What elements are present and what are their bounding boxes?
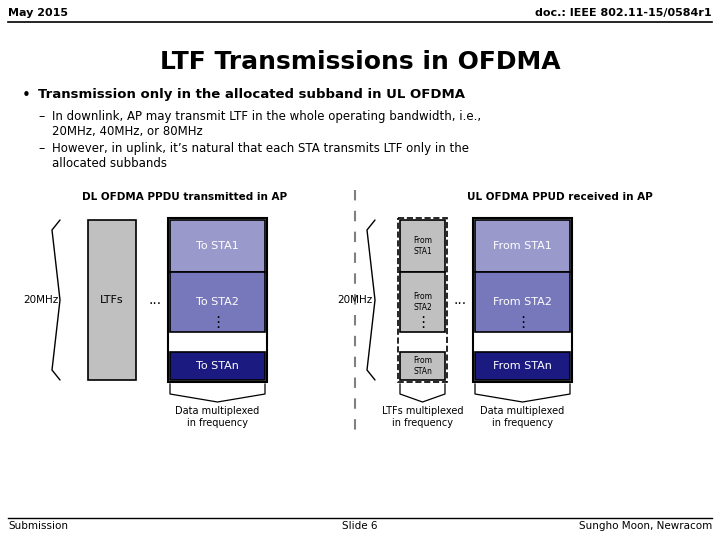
Text: Slide 6: Slide 6 [342,521,378,531]
Text: ⋮: ⋮ [210,314,225,329]
Text: To STA2: To STA2 [196,297,239,307]
Text: ⋮: ⋮ [415,314,430,329]
Text: doc.: IEEE 802.11-15/0584r1: doc.: IEEE 802.11-15/0584r1 [536,8,712,18]
Text: From STA2: From STA2 [493,297,552,307]
Bar [168,218,267,382]
Text: DL OFDMA PPDU transmitted in AP: DL OFDMA PPDU transmitted in AP [82,192,287,202]
Bar [400,352,445,380]
Text: Submission: Submission [8,521,68,531]
Text: 20MHz: 20MHz [338,295,373,305]
Bar [475,220,570,272]
Text: From
STA2: From STA2 [413,292,432,312]
Text: 20MHz: 20MHz [23,295,58,305]
Bar [475,352,570,380]
Text: Data multiplexed
in frequency: Data multiplexed in frequency [176,406,260,428]
Text: From
STA1: From STA1 [413,237,432,256]
Text: ...: ... [454,293,467,307]
Text: –: – [38,142,44,155]
Text: LTF Transmissions in OFDMA: LTF Transmissions in OFDMA [160,50,560,74]
Text: In downlink, AP may transmit LTF in the whole operating bandwidth, i.e.,
20MHz, : In downlink, AP may transmit LTF in the … [52,110,481,138]
Text: From
STAn: From STAn [413,356,432,376]
Text: Data multiplexed
in frequency: Data multiplexed in frequency [480,406,564,428]
Bar [473,218,572,382]
Bar [400,272,445,332]
Text: To STA1: To STA1 [196,241,239,251]
Text: From STA1: From STA1 [493,241,552,251]
Text: To STAn: To STAn [196,361,239,371]
Bar [475,272,570,332]
Bar [170,352,265,380]
Text: LTFs multiplexed
in frequency: LTFs multiplexed in frequency [382,406,463,428]
Bar [170,220,265,272]
Text: Transmission only in the allocated subband in UL OFDMA: Transmission only in the allocated subba… [38,88,465,101]
Text: However, in uplink, it’s natural that each STA transmits LTF only in the
allocat: However, in uplink, it’s natural that ea… [52,142,469,170]
Bar [88,220,136,380]
Bar [400,220,445,272]
Bar [398,218,447,382]
Text: –: – [38,110,44,123]
Text: May 2015: May 2015 [8,8,68,18]
Text: Sungho Moon, Newracom: Sungho Moon, Newracom [579,521,712,531]
Text: ...: ... [148,293,161,307]
Text: ⋮: ⋮ [515,314,530,329]
Text: From STAn: From STAn [493,361,552,371]
Text: UL OFDMA PPUD received in AP: UL OFDMA PPUD received in AP [467,192,653,202]
Text: •: • [22,88,31,103]
Text: LTFs: LTFs [100,295,124,305]
Bar [170,272,265,332]
